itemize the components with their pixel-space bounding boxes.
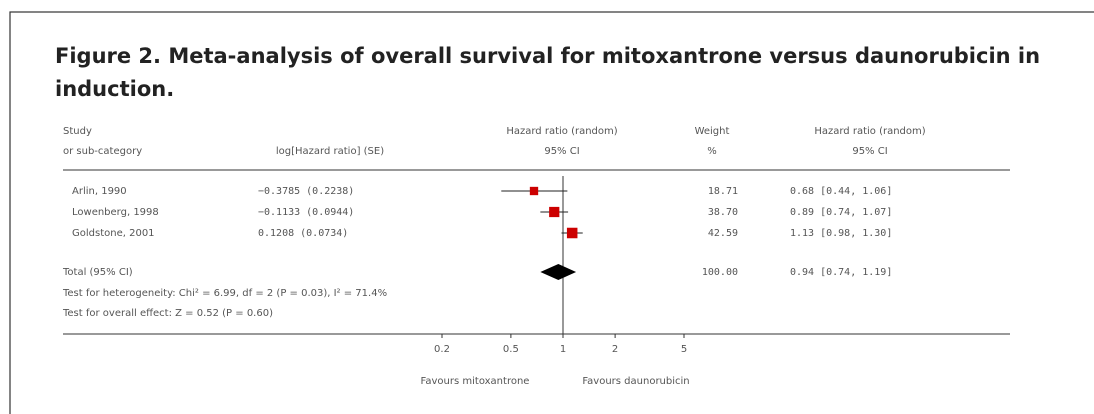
- study-square: [529, 186, 539, 196]
- header: Weight: [695, 126, 730, 137]
- log-hr: −0.3785 (0.2238): [258, 186, 354, 197]
- hr-ci: 0.68 [0.44, 1.06]: [790, 186, 892, 197]
- frame: [9, 11, 1094, 414]
- hr-ci: 1.13 [0.98, 1.30]: [790, 228, 892, 239]
- favours-right: Favours daunorubicin: [582, 376, 689, 387]
- figure-title: Figure 2. Meta-analysis of overall survi…: [55, 44, 1040, 68]
- header: log[Hazard ratio] (SE): [276, 146, 384, 157]
- total-hr: 0.94 [0.74, 1.19]: [790, 267, 892, 278]
- header: Study: [63, 126, 92, 137]
- x-tick-label: 1: [560, 344, 566, 355]
- weight: 38.70: [708, 207, 738, 218]
- weight: 18.71: [708, 186, 738, 197]
- log-hr: 0.1208 (0.0734): [258, 228, 348, 239]
- header: %: [707, 146, 717, 157]
- x-tick-label: 5: [681, 344, 687, 355]
- header: or sub-category: [63, 146, 142, 157]
- x-tick-label: 2: [612, 344, 618, 355]
- header: 95% CI: [544, 146, 579, 157]
- overall-effect: Test for overall effect: Z = 0.52 (P = 0…: [62, 308, 273, 319]
- figure-title-line2: induction.: [55, 77, 174, 101]
- log-hr: −0.1133 (0.0944): [258, 207, 354, 218]
- weight: 42.59: [708, 228, 738, 239]
- study-name: Lowenberg, 1998: [72, 207, 159, 218]
- total-weight: 100.00: [702, 267, 738, 278]
- x-tick-label: 0.2: [434, 344, 450, 355]
- favours-left: Favours mitoxantrone: [421, 376, 530, 387]
- header: 95% CI: [852, 146, 887, 157]
- total-diamond: [540, 264, 577, 280]
- hr-ci: 0.89 [0.74, 1.07]: [790, 207, 892, 218]
- study-name: Goldstone, 2001: [72, 228, 155, 239]
- header: Hazard ratio (random): [814, 126, 925, 137]
- heterogeneity: Test for heterogeneity: Chi² = 6.99, df …: [62, 288, 387, 299]
- header: Hazard ratio (random): [506, 126, 617, 137]
- x-tick-label: 0.5: [503, 344, 519, 355]
- study-name: Arlin, 1990: [72, 186, 127, 197]
- total-label: Total (95% CI): [62, 267, 133, 278]
- study-square: [549, 206, 560, 218]
- study-square: [566, 227, 578, 239]
